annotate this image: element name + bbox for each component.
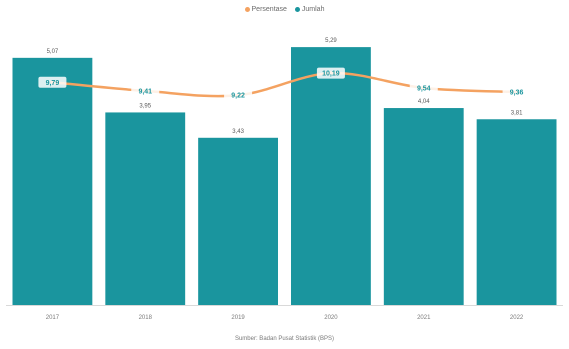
line-point-label-2019: 9,22 <box>231 93 245 100</box>
bar-value-label-2021: 4,04 <box>418 99 430 105</box>
x-tick-label-2020: 2020 <box>324 315 338 321</box>
legend-swatch-jumlah <box>294 7 300 12</box>
x-tick-label-2018: 2018 <box>139 315 153 321</box>
bar-jumlah-2020 <box>290 47 371 306</box>
x-tick-label-2017: 2017 <box>46 315 60 321</box>
line-point-label-2018: 9,41 <box>138 88 152 95</box>
legend-swatch-persentase <box>244 7 250 12</box>
line-label-box-2020 <box>316 67 345 79</box>
line-label-box-2017 <box>38 76 67 88</box>
bar-jumlah-2017 <box>12 57 93 306</box>
bar-value-labels: 5,07 3,95 3,43 5,29 4,04 3,81 <box>47 38 524 135</box>
chart-source-note: Sumber: Badan Pusat Statistik (BPS) <box>234 336 335 342</box>
bar-value-label-2018: 3,95 <box>139 103 151 109</box>
line-label-box-2021 <box>409 82 438 94</box>
bar-jumlah-2021 <box>383 108 464 305</box>
x-tick-label-2021: 2021 <box>417 315 431 321</box>
x-tick-label-2019: 2019 <box>231 315 245 321</box>
line-label-box-2018 <box>131 85 160 97</box>
bar-value-label-2019: 3,43 <box>232 129 244 135</box>
legend-item-persentase: Persentase <box>244 6 287 13</box>
line-point-label-2017: 9,79 <box>46 80 60 87</box>
bar-series-jumlah <box>6 47 563 306</box>
bar-jumlah-2018 <box>105 112 186 305</box>
legend-label-jumlah: Jumlah <box>301 6 325 13</box>
bar-value-label-2022: 3,81 <box>511 110 523 116</box>
x-axis-tick-labels: 2017 2018 2019 2020 2021 2022 <box>46 315 524 321</box>
line-point-label-2022: 9,36 <box>510 90 524 97</box>
bar-jumlah-2019 <box>198 137 279 305</box>
bar-value-label-2020: 5,29 <box>325 38 337 44</box>
line-point-label-2021: 9,54 <box>417 85 431 92</box>
x-tick-label-2022: 2022 <box>510 315 524 321</box>
legend-label-persentase: Persentase <box>251 6 287 13</box>
line-point-label-2020: 10,19 <box>322 71 340 78</box>
line-series-persentase <box>50 71 519 98</box>
line-path-persentase <box>51 71 518 98</box>
chart-legend: Persentase Jumlah <box>0 6 569 13</box>
line-label-box-2022 <box>502 86 531 98</box>
legend-item-jumlah: Jumlah <box>294 6 325 13</box>
line-label-box-2019 <box>224 89 253 101</box>
bar-value-label-2017: 5,07 <box>47 49 59 55</box>
line-point-labels: 9,79 9,41 9,22 10,19 9,54 9,36 <box>38 67 531 101</box>
bar-jumlah-2022 <box>476 119 557 305</box>
